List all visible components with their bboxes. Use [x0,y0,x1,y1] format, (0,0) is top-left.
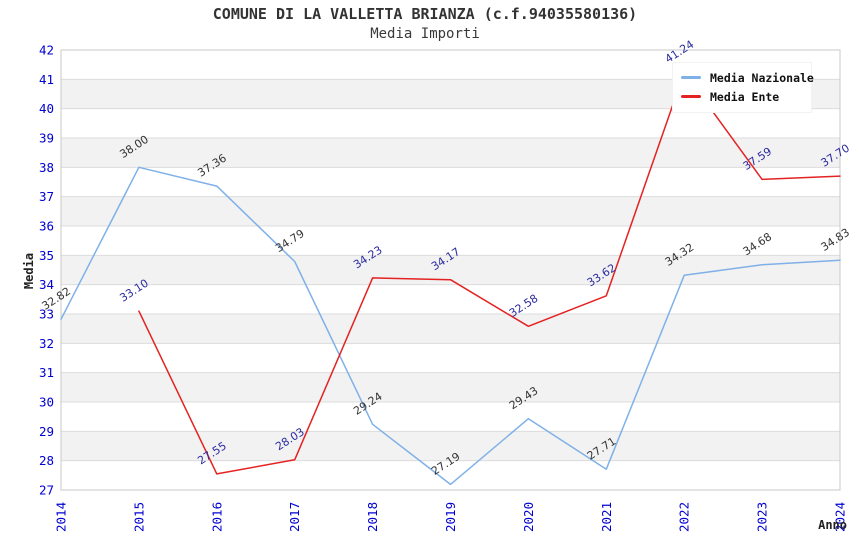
svg-text:2021: 2021 [599,502,614,532]
svg-text:41: 41 [39,72,54,87]
svg-text:37: 37 [39,189,54,204]
legend-item-media-nazionale: Media Nazionale [681,68,814,87]
svg-text:2015: 2015 [131,502,146,532]
svg-text:2020: 2020 [521,502,536,532]
svg-text:29: 29 [39,424,54,439]
svg-text:2019: 2019 [443,502,458,532]
svg-text:33: 33 [39,307,54,322]
grid-bands [61,50,840,490]
svg-text:38: 38 [39,160,54,175]
svg-text:36: 36 [39,219,54,234]
svg-text:2022: 2022 [677,502,692,532]
media-nazionale-line-swatch-icon [681,76,701,79]
media-ente-line-swatch-icon [681,95,701,98]
x-axis-title: Anno [818,518,847,532]
y-axis-tick-labels: 27 28 29 30 31 32 33 34 35 36 37 38 39 40 41 42 [39,43,54,498]
svg-text:32: 32 [39,336,54,351]
y-axis-title: Media [22,252,36,290]
svg-text:28: 28 [39,453,54,468]
svg-text:2024: 2024 [833,502,848,532]
chart-title: COMUNE DI LA VALLETTA BRIANZA (c.f.94035… [212,5,638,23]
svg-text:31: 31 [39,365,54,380]
svg-text:30: 30 [39,395,54,410]
chart-legend: Media Nazionale Media Ente [672,62,814,113]
svg-text:39: 39 [39,131,54,146]
legend-label: Media Nazionale [710,70,814,85]
svg-text:34: 34 [39,277,54,292]
svg-text:2016: 2016 [209,502,224,532]
svg-text:2018: 2018 [365,502,380,532]
svg-text:2023: 2023 [755,502,770,532]
legend-label: Media Ente [710,89,780,104]
svg-text:35: 35 [39,248,54,263]
chart-subtitle: Media Importi [370,26,480,42]
svg-text:40: 40 [39,101,54,116]
x-axis-tick-labels: 2014 2015 2016 2017 2018 2019 2020 2021 2022 2023… [54,502,848,532]
legend-item-media-ente: Media Ente [681,87,803,106]
svg-text:2014: 2014 [54,502,69,532]
svg-text:27: 27 [39,483,54,498]
plot-border [60,49,841,491]
svg-text:2017: 2017 [287,502,302,532]
svg-text:42: 42 [39,43,54,58]
